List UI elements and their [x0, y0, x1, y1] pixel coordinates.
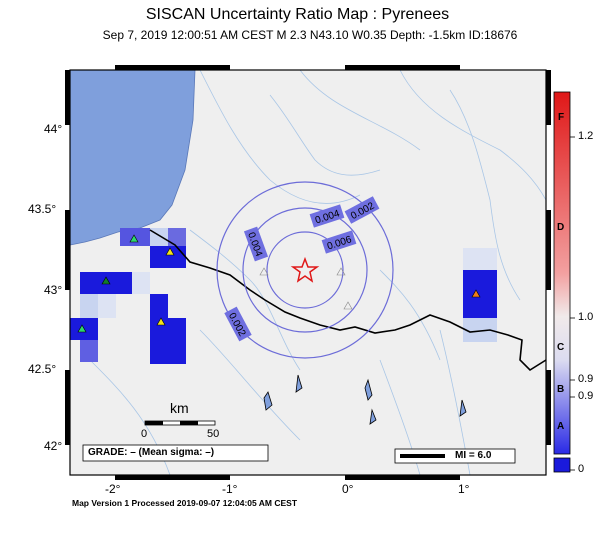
stations: [77, 234, 481, 333]
frame-ticks: [65, 65, 551, 480]
colorbar-ticks: [570, 136, 575, 471]
map-title: SISCAN Uncertainty Ratio Map : Pyrenees: [145, 6, 450, 23]
lat-tick-label: 44°: [44, 122, 63, 136]
country-border: [149, 229, 547, 372]
mi-line: [400, 454, 445, 458]
lon-tick-label: -2°: [105, 482, 121, 496]
grade-d-label: D: [557, 222, 565, 233]
station-triangle: [343, 301, 353, 310]
scale-tick-0: 0: [141, 428, 148, 440]
map-subtitle: Sep 7, 2019 12:00:51 AM CEST M 2.3 N43.1…: [102, 28, 518, 42]
scale-unit-label: km: [170, 400, 189, 416]
colorbar: [553, 91, 571, 455]
lat-tick-label: 43.5°: [28, 202, 57, 216]
station-triangle: [471, 289, 481, 298]
grade-box: [82, 444, 269, 462]
lon-tick-label: 1°: [458, 482, 470, 496]
contour-labels: 0.002 0.004 0.006 0.004 0.002: [224, 196, 380, 342]
lon-tick-label: 0°: [342, 482, 354, 496]
contour-label-box: [344, 196, 380, 224]
station-triangle: [101, 276, 111, 285]
grade-a-label: A: [557, 421, 565, 432]
contour-label-box: [224, 306, 252, 342]
grade-f-label: F: [558, 112, 565, 123]
scale-tick-50: 50: [207, 428, 220, 440]
colorbar-value: 0.9: [578, 373, 594, 385]
lat-tick-label: 42.5°: [28, 362, 57, 376]
uncertainty-cells-east: [463, 248, 497, 342]
contour-label-box: [321, 230, 357, 254]
colorbar-value: 1.0: [578, 311, 594, 323]
lakes: [263, 374, 467, 425]
colorbar-zero-swatch: [553, 457, 571, 473]
grade-text: GRADE: – (Mean sigma: –): [88, 447, 215, 458]
colorbar-value: 0: [578, 463, 585, 475]
uncertainty-contours: [216, 181, 394, 359]
mi-text: MI = 6.0: [455, 450, 492, 461]
grade-c-label: C: [557, 342, 565, 353]
footer-text: Map Version 1 Processed 2019-09-07 12:04…: [72, 498, 298, 508]
contour-label-box: [243, 226, 269, 262]
contour-label-box: [309, 204, 345, 228]
station-triangle: [77, 324, 87, 333]
lat-tick-label: 43°: [44, 283, 63, 297]
mi-box: [394, 448, 516, 464]
station-triangle: [165, 247, 175, 256]
colorbar-value: 1.2: [578, 130, 594, 142]
station-triangle: [156, 317, 166, 326]
ocean: [69, 69, 196, 246]
lat-tick-label: 42°: [44, 439, 63, 453]
epicenter-star-icon: [290, 256, 320, 283]
station-triangle: [129, 234, 139, 243]
station-triangle: [336, 267, 346, 276]
scale-bar: [144, 420, 216, 426]
station-triangle: [259, 267, 269, 276]
lon-tick-label: -1°: [222, 482, 238, 496]
colorbar-value: 0.9: [578, 390, 594, 402]
grade-b-label: B: [557, 384, 565, 395]
